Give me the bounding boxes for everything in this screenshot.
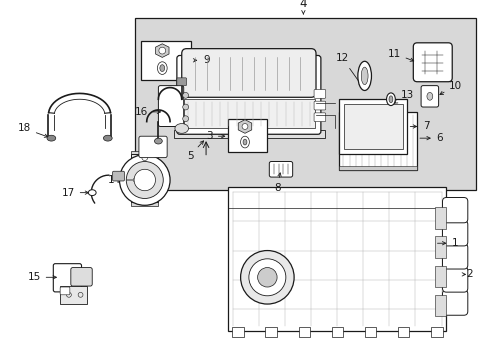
Bar [135,18,475,190]
Bar [434,295,446,316]
Bar [232,327,244,337]
Text: 16: 16 [134,107,160,117]
FancyBboxPatch shape [139,136,167,158]
Bar [131,151,158,161]
Ellipse shape [126,162,163,198]
Ellipse shape [426,93,432,100]
Bar [434,266,446,287]
Ellipse shape [248,259,285,296]
Bar [141,41,191,80]
FancyBboxPatch shape [53,264,81,292]
FancyBboxPatch shape [158,86,183,126]
Text: 9: 9 [193,55,209,65]
FancyBboxPatch shape [442,198,467,223]
FancyBboxPatch shape [412,43,451,82]
Bar [60,286,87,303]
Text: 15: 15 [27,272,56,282]
FancyBboxPatch shape [442,290,467,315]
Ellipse shape [183,116,188,122]
Ellipse shape [157,62,167,75]
Text: 6: 6 [419,133,443,143]
Bar [344,104,402,149]
Text: 14: 14 [108,175,137,185]
Ellipse shape [183,104,188,110]
FancyBboxPatch shape [442,221,467,246]
Text: 3: 3 [206,131,224,141]
Ellipse shape [160,65,164,72]
Bar [339,99,407,154]
FancyBboxPatch shape [442,267,467,292]
Ellipse shape [142,155,147,161]
Ellipse shape [159,47,165,54]
Bar [174,130,324,138]
FancyBboxPatch shape [313,101,325,110]
Bar [397,327,408,337]
Ellipse shape [386,93,394,105]
Bar [298,327,309,337]
Text: 4: 4 [299,0,306,10]
Bar [131,197,158,206]
Bar [228,187,446,331]
Bar [183,99,314,129]
FancyBboxPatch shape [182,49,315,97]
Polygon shape [155,44,169,57]
Bar [364,327,376,337]
Ellipse shape [154,138,162,144]
Bar [228,119,267,152]
FancyBboxPatch shape [177,55,320,134]
Ellipse shape [103,135,112,141]
Text: 13: 13 [393,90,413,103]
FancyBboxPatch shape [313,90,325,98]
Ellipse shape [242,123,247,129]
FancyBboxPatch shape [269,162,292,177]
Ellipse shape [88,190,96,195]
Text: 7: 7 [409,121,429,131]
Ellipse shape [257,267,277,287]
FancyBboxPatch shape [442,244,467,269]
FancyBboxPatch shape [313,113,325,122]
Text: 10: 10 [439,81,462,95]
Bar [339,112,416,170]
Bar [339,166,416,170]
Text: 8: 8 [273,173,281,193]
Ellipse shape [388,96,392,103]
Ellipse shape [183,93,188,98]
Ellipse shape [119,155,170,205]
Ellipse shape [361,67,367,85]
FancyBboxPatch shape [177,78,186,86]
Text: 18: 18 [18,123,48,138]
Bar [131,154,158,202]
Ellipse shape [175,123,188,133]
FancyBboxPatch shape [71,267,92,286]
Ellipse shape [357,61,371,90]
Text: 17: 17 [61,188,88,198]
FancyBboxPatch shape [112,171,124,181]
FancyBboxPatch shape [60,287,70,295]
Ellipse shape [134,169,155,191]
Text: 11: 11 [386,49,413,61]
Ellipse shape [47,135,56,141]
Bar [434,237,446,258]
Bar [434,207,446,229]
Ellipse shape [142,192,147,198]
FancyBboxPatch shape [420,86,438,107]
Text: 2: 2 [461,269,471,279]
Polygon shape [238,120,251,133]
Bar [430,327,442,337]
Bar [331,327,343,337]
Text: 12: 12 [335,53,362,86]
Ellipse shape [240,136,249,148]
Ellipse shape [243,139,246,145]
Text: 1: 1 [437,238,458,248]
Ellipse shape [240,251,293,304]
Text: 5: 5 [186,141,203,161]
Bar [265,327,277,337]
